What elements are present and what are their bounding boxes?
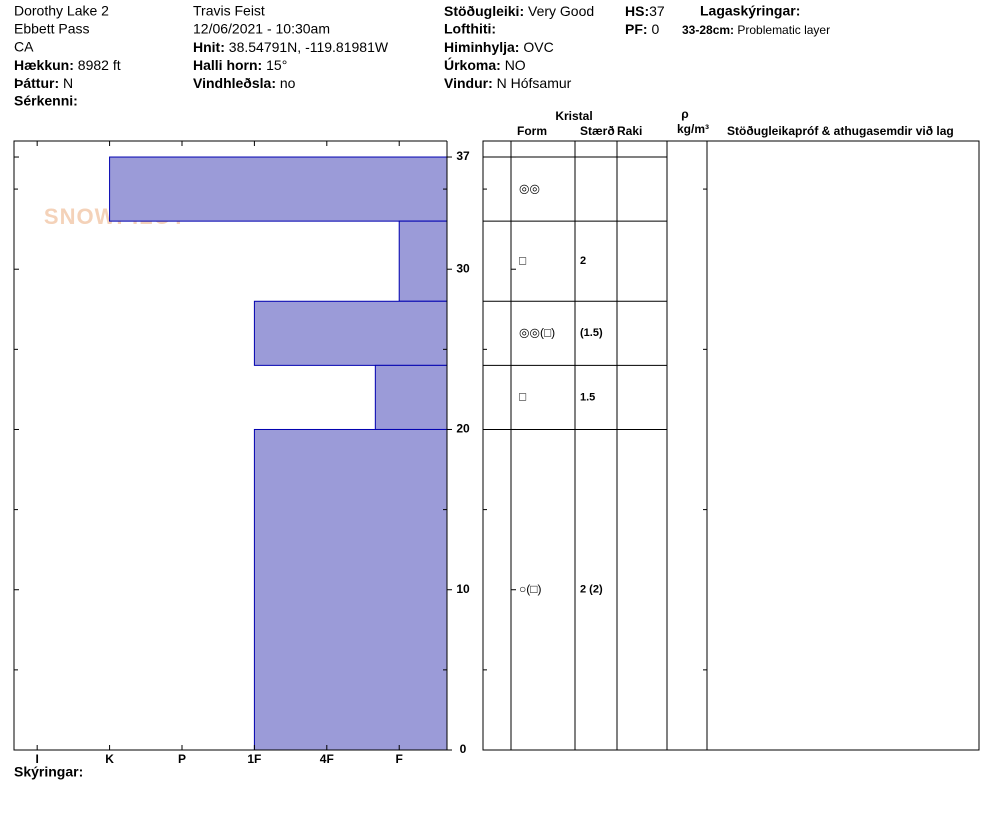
grain-form: □ (519, 390, 526, 404)
x-tick-label: F (396, 752, 403, 766)
area: Ebbett Pass (14, 21, 90, 37)
y-tick-label: 37 (456, 149, 470, 163)
hardness-bar (109, 156, 448, 222)
grain-form: ◎◎(□) (519, 325, 555, 339)
footer: Skýringar: (14, 764, 83, 780)
layer-notes-title: Lagaskýringar: (700, 3, 800, 19)
y-tick-label: 10 (456, 582, 470, 596)
grain-form: ◎◎ (519, 181, 540, 195)
wind-loading: Vindhleðsla: no (193, 75, 296, 91)
x-tick-label: I (35, 752, 38, 766)
y-tick-label: 20 (456, 422, 470, 436)
col-tests: Stöðugleikapróf & athugasemdir við lag (727, 124, 954, 138)
grain-form: □ (519, 253, 526, 267)
pf: PF: 0 (625, 21, 659, 37)
col-crystal: Kristal (555, 109, 592, 123)
col-form: Form (517, 124, 547, 138)
hardness-bar (253, 300, 448, 366)
col-size: Stærð (580, 124, 615, 138)
x-tick-label: K (105, 752, 114, 766)
state: CA (14, 39, 34, 55)
aspect: Þáttur: N (14, 75, 73, 91)
grain-size: 1.5 (580, 391, 595, 403)
observer: Travis Feist (193, 3, 265, 19)
elevation: Hækkun: 8982 ft (14, 57, 121, 73)
x-tick-label: P (178, 752, 186, 766)
y-tick-label: 30 (456, 261, 470, 275)
grain-size: (1.5) (580, 327, 603, 339)
grain-form: ○(□) (519, 582, 542, 596)
x-tick-label: 1F (247, 752, 261, 766)
features: Sérkenni: (14, 93, 78, 109)
col-density-unit: kg/m³ (677, 122, 709, 136)
sky: Himinhylja: OVC (444, 39, 554, 55)
coords: Hnit: 38.54791N, -119.81981W (193, 39, 389, 55)
y-tick-label: 0 (460, 742, 467, 756)
hardness-bar (374, 364, 448, 430)
col-rho: ρ (681, 107, 688, 121)
table-frame (482, 140, 980, 751)
precip: Úrkoma: NO (444, 56, 526, 73)
wind: Vindur: N Hófsamur (444, 75, 572, 91)
stability: Stöðugleiki: Very Good (444, 3, 594, 19)
air-temp: Lofthiti: (444, 21, 496, 37)
grain-size: 2 (580, 255, 586, 267)
datetime: 12/06/2021 - 10:30am (193, 21, 330, 37)
hardness-bar (253, 428, 448, 751)
hs: HS:37 (625, 3, 665, 19)
grain-size: 2 (2) (580, 584, 603, 596)
slope: Halli horn: 15° (193, 57, 287, 73)
hardness-bar (398, 220, 448, 302)
col-moisture: Raki (617, 124, 642, 138)
layer-note: 33-28cm: Problematic layer (682, 23, 830, 37)
site: Dorothy Lake 2 (14, 3, 109, 19)
x-tick-label: 4F (320, 752, 334, 766)
